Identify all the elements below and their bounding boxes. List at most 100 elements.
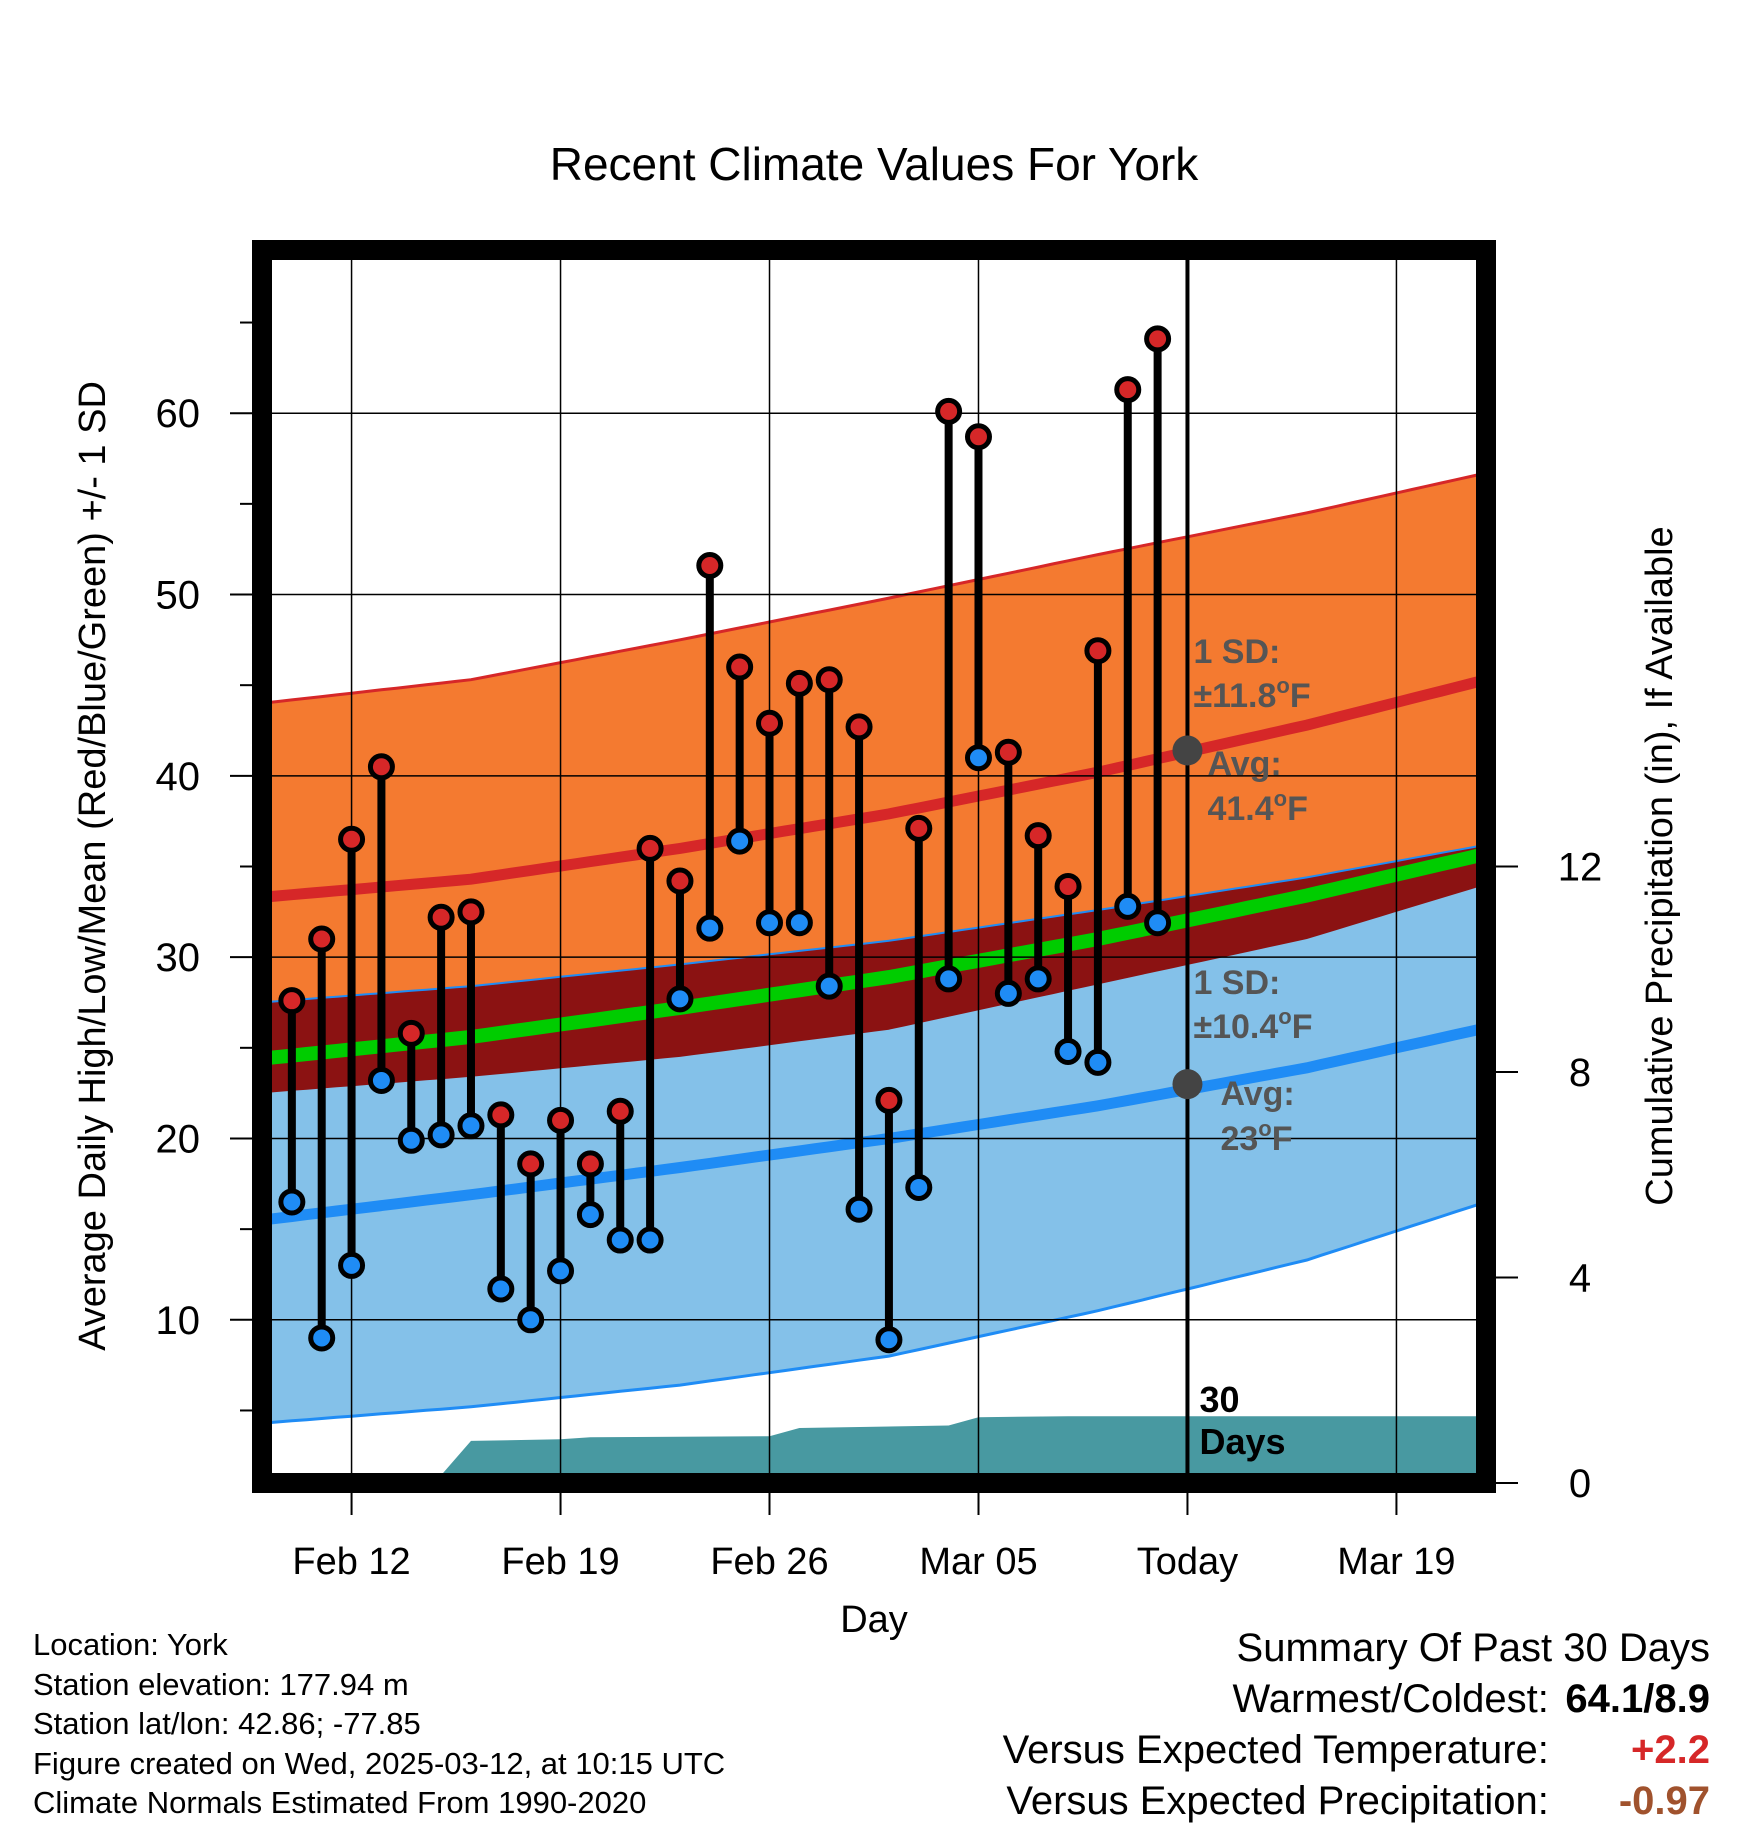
y2-tick-label: 4	[1569, 1257, 1591, 1301]
low-point	[905, 1173, 933, 1201]
x-tick-label: Feb 26	[710, 1541, 828, 1583]
summary-panel: Summary Of Past 30 Days Warmest/Coldest:…	[1003, 1623, 1710, 1827]
high-point	[756, 709, 784, 737]
low-point	[964, 744, 992, 772]
low-point	[1114, 892, 1142, 920]
low-point	[696, 914, 724, 942]
window-label-number: 30	[1199, 1379, 1239, 1420]
high-point	[487, 1101, 515, 1129]
y-tick-label: 40	[156, 755, 201, 799]
summary-precip: Versus Expected Precipitation: -0.97	[1003, 1776, 1710, 1827]
high-point	[964, 423, 992, 451]
low-point	[1054, 1037, 1082, 1065]
high-point	[1024, 822, 1052, 850]
low-point	[427, 1121, 455, 1149]
data-series	[278, 325, 1172, 1354]
low-sd-value: ±10.4oF	[1193, 1004, 1312, 1046]
warmest-coldest-value: 64.1/8.9	[1565, 1677, 1710, 1721]
summary-warmest-coldest: Warmest/Coldest: 64.1/8.9	[1003, 1674, 1711, 1725]
low-sd-label: 1 SD:	[1193, 964, 1280, 1002]
high-sd-label: 1 SD:	[1193, 633, 1280, 671]
low-point	[994, 979, 1022, 1007]
low-point	[666, 985, 694, 1013]
high-point	[278, 987, 306, 1015]
low-avg-label: Avg:	[1220, 1075, 1294, 1113]
high-point	[338, 825, 366, 853]
y-axis-label: Average Daily High/Low/Mean (Red/Blue/Gr…	[72, 381, 114, 1351]
high-point	[845, 713, 873, 741]
temp-label: Versus Expected Temperature:	[1002, 1728, 1549, 1772]
low-point	[576, 1201, 604, 1229]
low-point	[935, 965, 963, 993]
latlon-text: Station lat/lon: 42.86; -77.85	[33, 1706, 421, 1741]
avg-high-line	[262, 674, 1486, 903]
low-point	[636, 1226, 664, 1254]
y-tick-label: 30	[156, 936, 201, 980]
y-tick-label: 60	[156, 392, 201, 436]
high-point	[875, 1086, 903, 1114]
x-tick-label: Feb 19	[501, 1541, 619, 1583]
low-minus-sd-line	[262, 1200, 1486, 1425]
high-plus-sd-line	[262, 471, 1486, 705]
low-point	[1084, 1048, 1112, 1076]
low-point	[278, 1188, 306, 1216]
y2-tick-label: 0	[1569, 1462, 1591, 1506]
high-point	[397, 1019, 425, 1047]
low-point	[785, 909, 813, 937]
high-point	[576, 1150, 604, 1178]
y-tick-label: 50	[156, 574, 201, 618]
high-point	[427, 903, 455, 931]
high-point	[517, 1150, 545, 1178]
high-point	[666, 867, 694, 895]
high-point	[547, 1106, 575, 1134]
high-avg-value: 41.4oF	[1207, 786, 1307, 828]
high-point	[994, 738, 1022, 766]
y-tick-label: 10	[156, 1299, 201, 1343]
low-point	[726, 827, 754, 855]
low-point	[517, 1306, 545, 1334]
low-point	[547, 1257, 575, 1285]
high-point	[1084, 637, 1112, 665]
low-point	[367, 1066, 395, 1094]
station-info: Location: York Station elevation: 177.94…	[33, 1625, 725, 1823]
location-text: Location: York	[33, 1627, 228, 1662]
high-point	[785, 669, 813, 697]
elevation-text: Station elevation: 177.94 m	[33, 1666, 409, 1702]
low-point	[487, 1275, 515, 1303]
low-point	[1024, 965, 1052, 993]
normals-text: Climate Normals Estimated From 1990-2020	[33, 1785, 647, 1820]
warmest-coldest-label: Warmest/Coldest:	[1232, 1677, 1549, 1721]
x-axis-label: Day	[840, 1599, 908, 1641]
low-point	[308, 1324, 336, 1352]
avg-low-marker	[1172, 1069, 1203, 1100]
y2-axis-label: Cumulative Precipitation (in), If Availa…	[1639, 526, 1681, 1205]
summary-title: Summary Of Past 30 Days	[1236, 1626, 1710, 1670]
high-point	[308, 925, 336, 953]
low-point	[845, 1195, 873, 1223]
high-point	[935, 397, 963, 425]
high-point	[636, 834, 664, 862]
overlap-band	[262, 844, 1486, 1094]
avg-low-line	[262, 1022, 1486, 1226]
high-avg-label: Avg:	[1207, 745, 1281, 783]
plot-area	[262, 471, 1486, 1483]
high-point	[696, 552, 724, 580]
low-point	[815, 972, 843, 1000]
axes: 10 20 30 40 50 60 0 4 8 12 Feb 12 Feb 19 Feb 26 Mar 0…	[156, 321, 1602, 1583]
precip-area	[262, 1416, 1486, 1483]
temp-value: +2.2	[1631, 1728, 1710, 1772]
plot-frame	[252, 240, 1496, 1493]
high-point	[1144, 325, 1172, 353]
low-point	[606, 1226, 634, 1254]
low-point	[875, 1326, 903, 1354]
window-label-days: Days	[1199, 1421, 1285, 1462]
high-sd-value: ±11.8oF	[1193, 673, 1310, 715]
low-avg-value: 23oF	[1220, 1116, 1292, 1158]
high-point	[1114, 376, 1142, 404]
high-point	[457, 898, 485, 926]
x-tick-label: Today	[1137, 1541, 1238, 1583]
low-plus-sd-line	[262, 843, 1486, 1004]
y2-tick-label: 8	[1569, 1051, 1591, 1095]
